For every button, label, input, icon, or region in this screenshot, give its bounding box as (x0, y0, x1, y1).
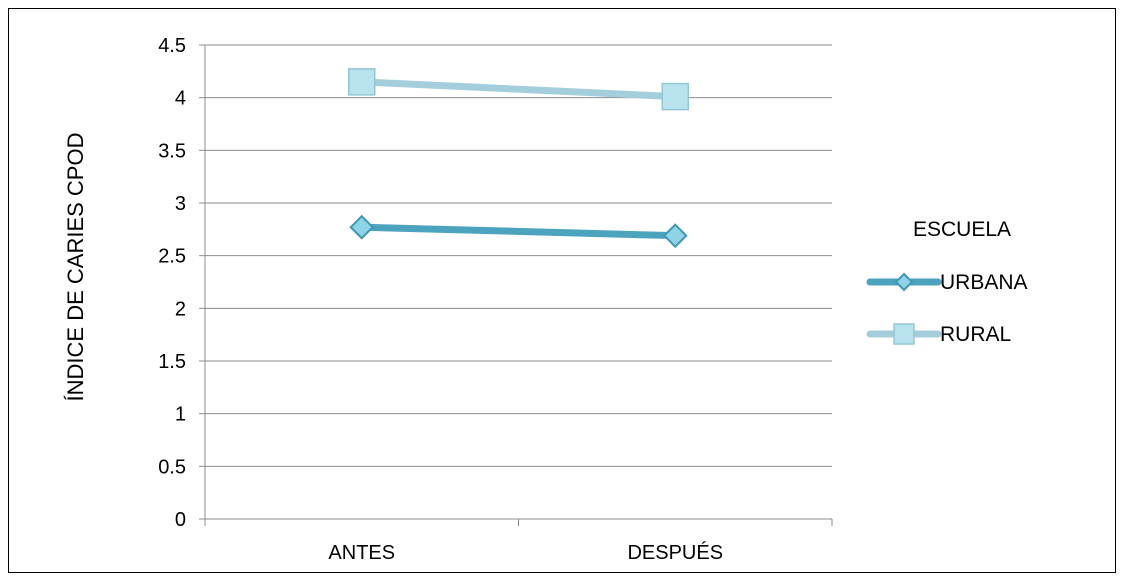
x-tick-labels: ANTES DESPUÉS (328, 541, 723, 564)
y-axis-title: ÍNDICE DE CARIES CPOD (63, 133, 88, 402)
series-group (348, 68, 689, 249)
y-tick-label: 3.5 (158, 140, 186, 162)
y-tick-label: 1 (175, 404, 186, 426)
y-tick-label: 1.5 (158, 351, 186, 373)
y-tick-label: 0 (175, 509, 186, 531)
legend-label-urbana: URBANA (940, 271, 1028, 294)
gridlines (205, 44, 832, 467)
legend-marker-urbana (894, 272, 914, 292)
data-point-rural (661, 82, 689, 111)
legend-title: ESCUELA (913, 218, 1011, 241)
x-tick-label: ANTES (328, 542, 395, 564)
legend: ESCUELA URBANA RURAL (866, 218, 1028, 346)
series-line-rural (358, 78, 679, 101)
data-point-rural (348, 68, 376, 96)
x-tick-label: DESPUÉS (627, 541, 723, 564)
axes (199, 44, 833, 526)
y-tick-label: 4 (175, 88, 186, 110)
data-point-urbana (349, 214, 375, 240)
y-tick-labels: 0 0.5 1 1.5 2 2.5 3 3.5 4 4.5 (158, 35, 186, 531)
chart-frame (8, 8, 1116, 573)
series-line-urbana (358, 223, 679, 240)
legend-marker-rural (893, 323, 915, 345)
y-tick-label: 3 (175, 193, 186, 215)
y-tick-label: 2 (175, 298, 186, 320)
data-point-urbana (662, 223, 688, 249)
legend-label-rural: RURAL (940, 323, 1011, 346)
y-tick-label: 4.5 (158, 35, 186, 57)
y-tick-label: 2.5 (158, 246, 186, 268)
y-tick-label: 0.5 (158, 456, 186, 478)
